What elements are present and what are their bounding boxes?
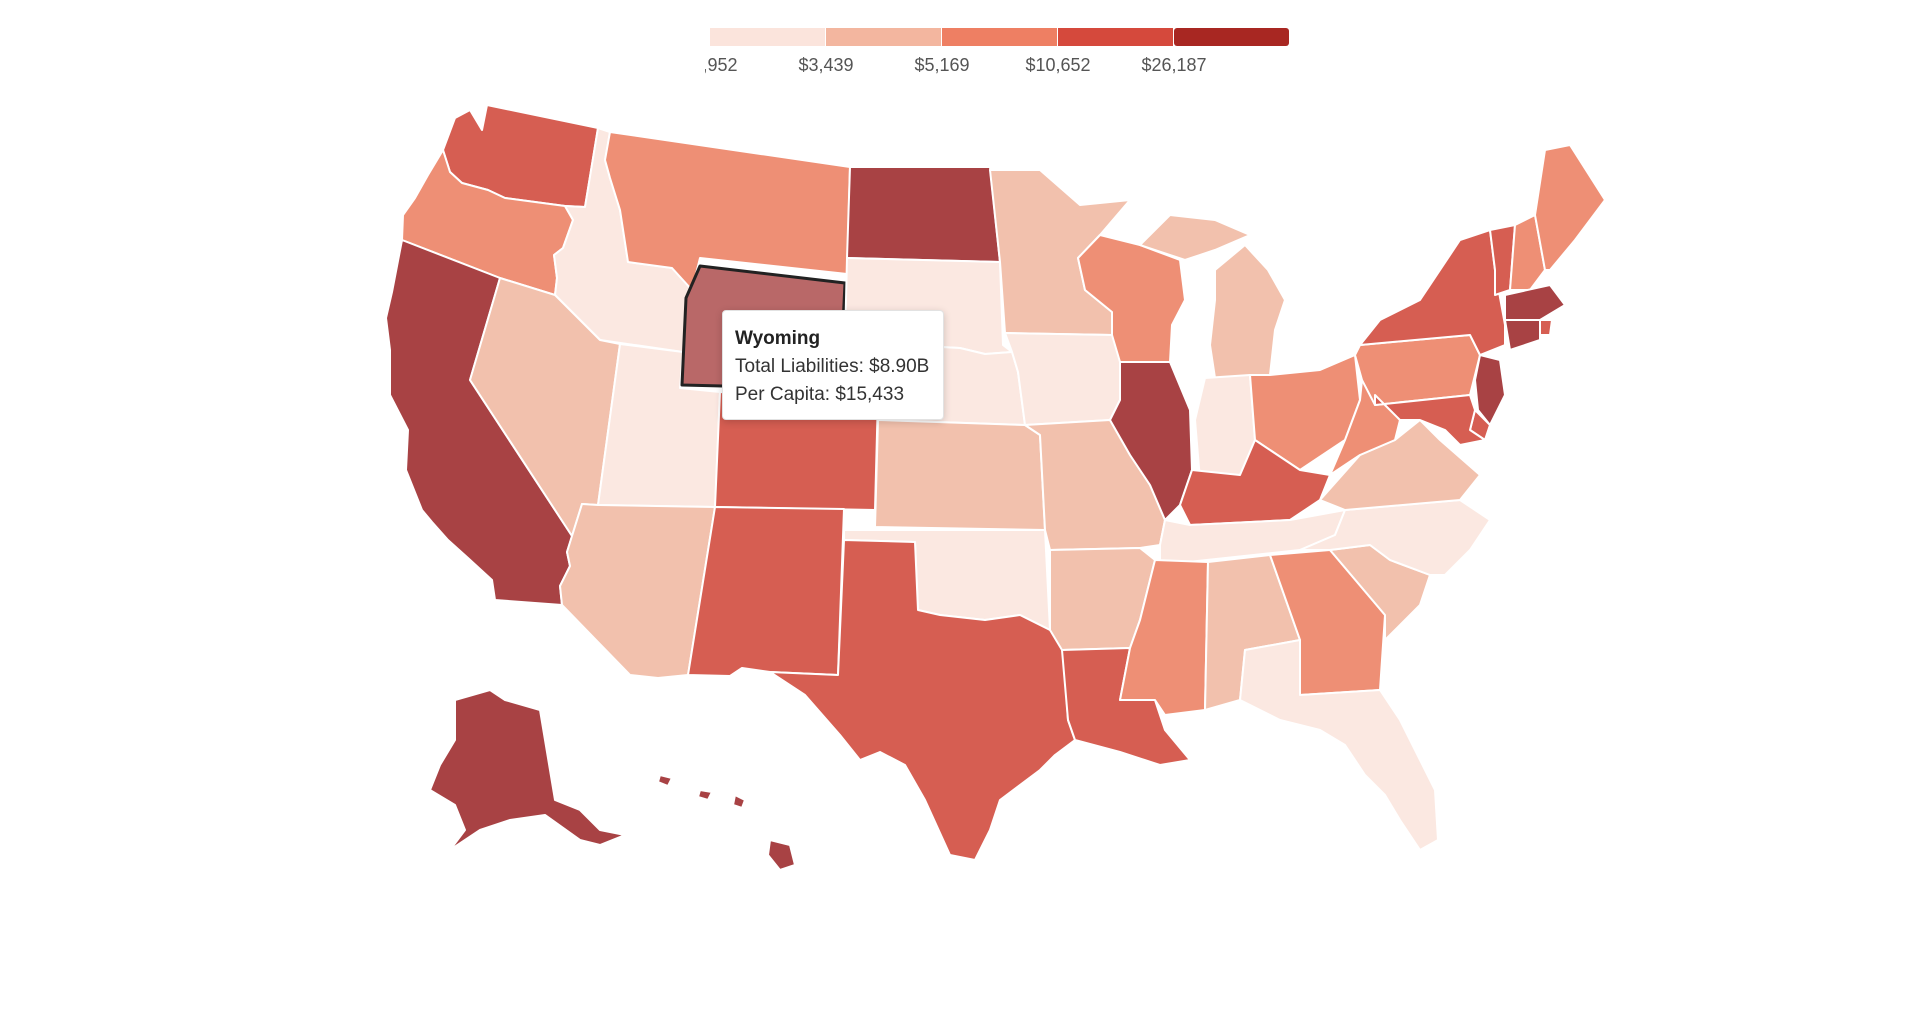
state-new-mexico[interactable] [687, 506, 845, 677]
legend-swatch [1058, 28, 1173, 46]
state-iowa[interactable] [1004, 332, 1131, 426]
legend-bars [710, 28, 1289, 46]
state-michigan[interactable] [1139, 214, 1286, 379]
state-pennsylvania[interactable] [1354, 334, 1481, 406]
state-rhode-island[interactable] [1539, 319, 1553, 336]
state-texas[interactable] [769, 539, 1076, 861]
state-north-dakota[interactable] [846, 166, 1001, 263]
legend-swatch [710, 28, 825, 46]
state-tooltip: Wyoming Total Liabilities: $8.90B Per Ca… [722, 310, 944, 420]
state-new-york[interactable] [1359, 229, 1506, 356]
tooltip-title: Wyoming [735, 328, 821, 349]
legend-label: $10,652 [1025, 55, 1090, 75]
legend-swatch [942, 28, 1057, 46]
legend: $1,952 $3,439 $5,169 $10,652 $26,187 [705, 28, 1289, 75]
state-massachusetts[interactable] [1504, 284, 1566, 321]
state-maine[interactable] [1534, 144, 1606, 271]
state-florida[interactable] [1239, 639, 1439, 851]
state-kansas[interactable] [874, 419, 1046, 531]
legend-label: $1,952 [705, 55, 738, 75]
state-maryland[interactable] [1374, 394, 1486, 446]
state-north-carolina[interactable] [1299, 499, 1491, 576]
tooltip-total-liabilities: Total Liabilities: $8.90B [735, 356, 930, 377]
legend-swatch [826, 28, 941, 46]
legend-swatch [1174, 28, 1289, 46]
legend-label: $5,169 [914, 55, 969, 75]
state-hawaii[interactable] [657, 774, 796, 871]
state-alaska[interactable] [429, 689, 626, 851]
legend-labels: $1,952 $3,439 $5,169 $10,652 $26,187 [705, 55, 1207, 75]
legend-label: $26,187 [1141, 55, 1206, 75]
state-wisconsin[interactable] [1077, 234, 1186, 363]
state-kentucky[interactable] [1179, 439, 1331, 526]
state-new-hampshire[interactable] [1509, 214, 1546, 291]
tooltip-per-capita: Per Capita: $15,433 [735, 384, 905, 405]
state-connecticut[interactable] [1504, 319, 1541, 351]
states-layer [385, 104, 1606, 871]
state-mississippi[interactable] [1119, 559, 1209, 716]
state-vermont[interactable] [1489, 224, 1516, 296]
legend-label: $3,439 [798, 55, 853, 75]
